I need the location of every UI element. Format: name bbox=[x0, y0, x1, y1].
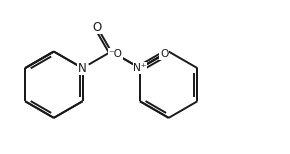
Text: ⁻O: ⁻O bbox=[108, 49, 123, 59]
Text: N⁺: N⁺ bbox=[133, 63, 147, 73]
Text: O: O bbox=[160, 49, 168, 59]
Text: O: O bbox=[93, 21, 102, 34]
Text: N: N bbox=[78, 62, 87, 75]
